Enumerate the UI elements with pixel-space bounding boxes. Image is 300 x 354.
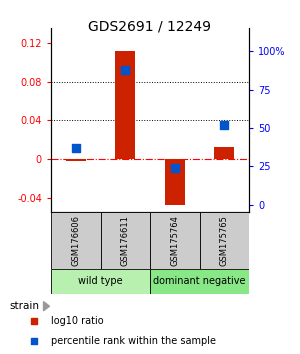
Text: GDS2691 / 12249: GDS2691 / 12249 bbox=[88, 19, 212, 34]
FancyBboxPatch shape bbox=[150, 269, 249, 294]
Bar bbox=[66, 159, 86, 161]
FancyBboxPatch shape bbox=[100, 212, 150, 269]
Point bbox=[74, 145, 78, 151]
FancyBboxPatch shape bbox=[150, 212, 200, 269]
Text: percentile rank within the sample: percentile rank within the sample bbox=[51, 336, 216, 346]
Bar bbox=[116, 51, 135, 159]
Point bbox=[172, 165, 177, 171]
Bar bbox=[165, 159, 185, 205]
Text: GSM176611: GSM176611 bbox=[121, 215, 130, 266]
FancyBboxPatch shape bbox=[51, 269, 150, 294]
Text: strain: strain bbox=[9, 301, 39, 311]
Text: dominant negative: dominant negative bbox=[153, 276, 246, 286]
Text: GSM176606: GSM176606 bbox=[71, 215, 80, 266]
Text: GSM175764: GSM175764 bbox=[170, 215, 179, 266]
Text: GSM175765: GSM175765 bbox=[220, 215, 229, 266]
Text: wild type: wild type bbox=[78, 276, 123, 286]
Polygon shape bbox=[44, 302, 50, 311]
FancyBboxPatch shape bbox=[200, 212, 249, 269]
Bar bbox=[214, 148, 234, 159]
Text: log10 ratio: log10 ratio bbox=[51, 316, 104, 326]
FancyBboxPatch shape bbox=[51, 212, 100, 269]
Point bbox=[222, 122, 227, 128]
Point bbox=[32, 338, 37, 344]
Point bbox=[123, 67, 128, 73]
Point bbox=[32, 318, 37, 324]
